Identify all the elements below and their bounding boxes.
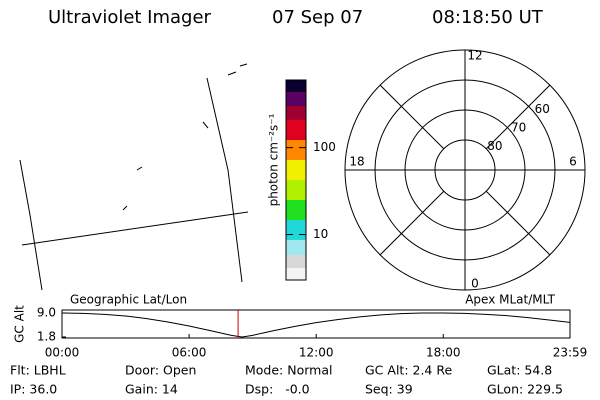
info-field: Flt: LBHL (10, 363, 66, 378)
x-tick-label: 12:00 (299, 346, 334, 360)
colorbar-tick-label: 100 (313, 140, 336, 154)
colorbar-frame (285, 79, 307, 281)
color-step (286, 220, 306, 240)
colorbar: photon cm⁻²s⁻¹ (267, 79, 307, 281)
colorbar-tick-label: 10 (313, 227, 328, 241)
ring-label: 80 (487, 139, 502, 153)
coastline (19, 159, 43, 291)
x-tick-label: 00:00 (45, 346, 80, 360)
color-step (286, 120, 306, 140)
colorbar-label: photon cm⁻²s⁻¹ (267, 113, 281, 206)
x-tick-label: 23:59 (553, 346, 588, 360)
time: 08:18:50 UT (432, 7, 544, 28)
color-step (286, 240, 306, 255)
mlt-label: 6 (569, 155, 577, 169)
color-step (286, 106, 306, 120)
latitude-ring (404, 109, 526, 231)
diagonal-line (379, 84, 445, 150)
info-field: Gain: 14 (125, 382, 178, 397)
y-axis-label: GC Alt (13, 305, 27, 343)
info-field: GLat: 54.8 (487, 363, 552, 378)
x-tick-label: 18:00 (426, 346, 461, 360)
info-field: GC Alt: 2.4 Re (365, 363, 452, 378)
info-field: Mode: Normal (245, 363, 332, 378)
instrument-title: Ultraviolet Imager (48, 7, 212, 28)
mlt-label: 12 (467, 49, 482, 63)
coastline (136, 166, 143, 171)
image-overlay (19, 63, 249, 291)
color-step (286, 180, 306, 200)
grid-line (21, 211, 249, 246)
color-step (286, 92, 306, 106)
coastline (122, 205, 128, 211)
info-field: Door: Open (125, 363, 196, 378)
diagonal-line (485, 190, 551, 256)
coastline (202, 121, 209, 129)
coastline (227, 71, 237, 76)
left-label: Geographic Lat/Lon (70, 293, 187, 307)
ring-label: 60 (535, 102, 550, 116)
color-step (286, 140, 306, 160)
diagonal-line (379, 190, 445, 256)
info-field: GLon: 229.5 (487, 382, 563, 397)
color-step (286, 80, 306, 92)
altitude-frame (61, 309, 571, 339)
color-step (286, 160, 306, 180)
info-field: Dsp: -0.0 (245, 382, 310, 397)
info-field: IP: 36.0 (10, 382, 57, 397)
color-step (286, 268, 306, 280)
latitude-ring (434, 139, 496, 201)
y-tick-label: 1.8 (37, 330, 56, 344)
mlt-label: 18 (349, 155, 364, 169)
latitude-ring (374, 79, 556, 261)
ring-label: 70 (511, 121, 526, 135)
color-step (286, 200, 306, 220)
coastline (206, 77, 243, 283)
altitude-line (61, 312, 571, 338)
diagonal-line (485, 84, 551, 150)
color-step (286, 255, 306, 268)
y-tick-label: 9.0 (37, 306, 56, 320)
mlt-label: 0 (471, 277, 479, 291)
info-field: Seq: 39 (365, 382, 413, 397)
coastline (239, 63, 248, 67)
x-tick-label: 06:00 (172, 346, 207, 360)
date: 07 Sep 07 (272, 7, 363, 28)
right-label: Apex MLat/MLT (465, 293, 555, 307)
